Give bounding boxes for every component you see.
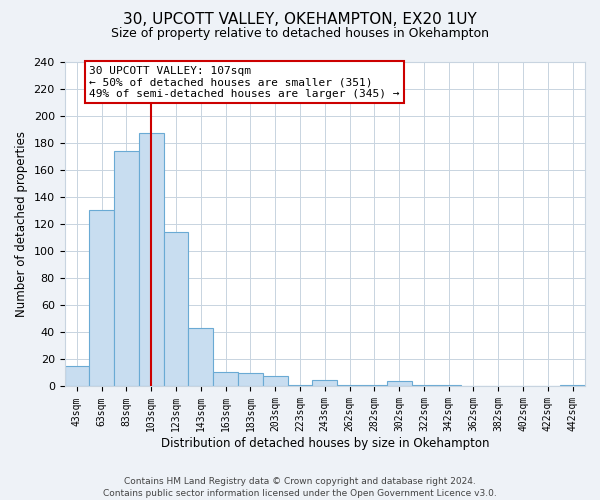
Bar [313, 380, 337, 386]
Bar [65, 366, 89, 386]
Text: Contains public sector information licensed under the Open Government Licence v3: Contains public sector information licen… [103, 488, 497, 498]
Bar [89, 210, 114, 386]
Bar [213, 372, 238, 386]
Text: Contains HM Land Registry data © Crown copyright and database right 2024.: Contains HM Land Registry data © Crown c… [124, 477, 476, 486]
Bar [287, 385, 313, 386]
X-axis label: Distribution of detached houses by size in Okehampton: Distribution of detached houses by size … [161, 437, 489, 450]
Text: 30, UPCOTT VALLEY, OKEHAMPTON, EX20 1UY: 30, UPCOTT VALLEY, OKEHAMPTON, EX20 1UY [123, 12, 477, 28]
Bar [114, 151, 139, 386]
Bar [238, 373, 263, 386]
Bar [560, 385, 585, 386]
Bar [387, 381, 412, 386]
Bar [362, 385, 387, 386]
Text: 30 UPCOTT VALLEY: 107sqm
← 50% of detached houses are smaller (351)
49% of semi-: 30 UPCOTT VALLEY: 107sqm ← 50% of detach… [89, 66, 400, 99]
Y-axis label: Number of detached properties: Number of detached properties [15, 131, 28, 317]
Bar [188, 328, 213, 386]
Bar [263, 376, 287, 386]
Bar [139, 134, 164, 386]
Bar [436, 385, 461, 386]
Text: Size of property relative to detached houses in Okehampton: Size of property relative to detached ho… [111, 28, 489, 40]
Bar [164, 232, 188, 386]
Bar [412, 385, 436, 386]
Bar [337, 385, 362, 386]
